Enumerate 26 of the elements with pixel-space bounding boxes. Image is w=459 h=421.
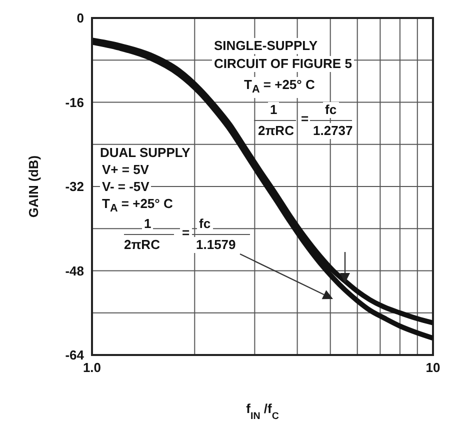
annotation: fc xyxy=(325,102,337,117)
annotation: 1.2737 xyxy=(313,123,353,138)
annotation: 1 xyxy=(270,102,278,117)
annotation: 2πRC xyxy=(124,237,160,252)
x-axis-title: f$_{IN}$/f$_{C}$ xyxy=(246,401,279,421)
annotation: T$_{A}$ = +25° C xyxy=(244,77,315,96)
y-tick-label: -64 xyxy=(65,348,85,363)
annotation: V+ = 5V xyxy=(102,162,149,177)
annotation: fc xyxy=(199,216,211,231)
y-tick-label: -32 xyxy=(65,179,84,194)
y-tick-label: -16 xyxy=(65,94,84,110)
y-tick-label: -48 xyxy=(65,263,84,278)
annotation: = xyxy=(301,111,309,126)
x-tick-label: 10 xyxy=(426,360,440,376)
annotation: V- = -5V xyxy=(102,179,150,194)
annotation: SINGLE-SUPPLY xyxy=(214,38,318,53)
annotation: 1.1579 xyxy=(196,237,236,252)
annotation: 2πRC xyxy=(258,123,294,138)
y-axis-title: GAIN (dB) xyxy=(26,155,41,218)
annotation: CIRCUIT OF FIGURE 5 xyxy=(214,56,352,71)
x-tick-label: 1.0 xyxy=(82,360,102,376)
annotation: 1 xyxy=(144,216,152,231)
annotation: DUAL SUPPLY xyxy=(100,145,190,160)
y-tick-label: 0 xyxy=(76,10,84,26)
annotation: T$_{A}$ = +25° C xyxy=(102,196,173,215)
annotation: = xyxy=(182,225,190,240)
